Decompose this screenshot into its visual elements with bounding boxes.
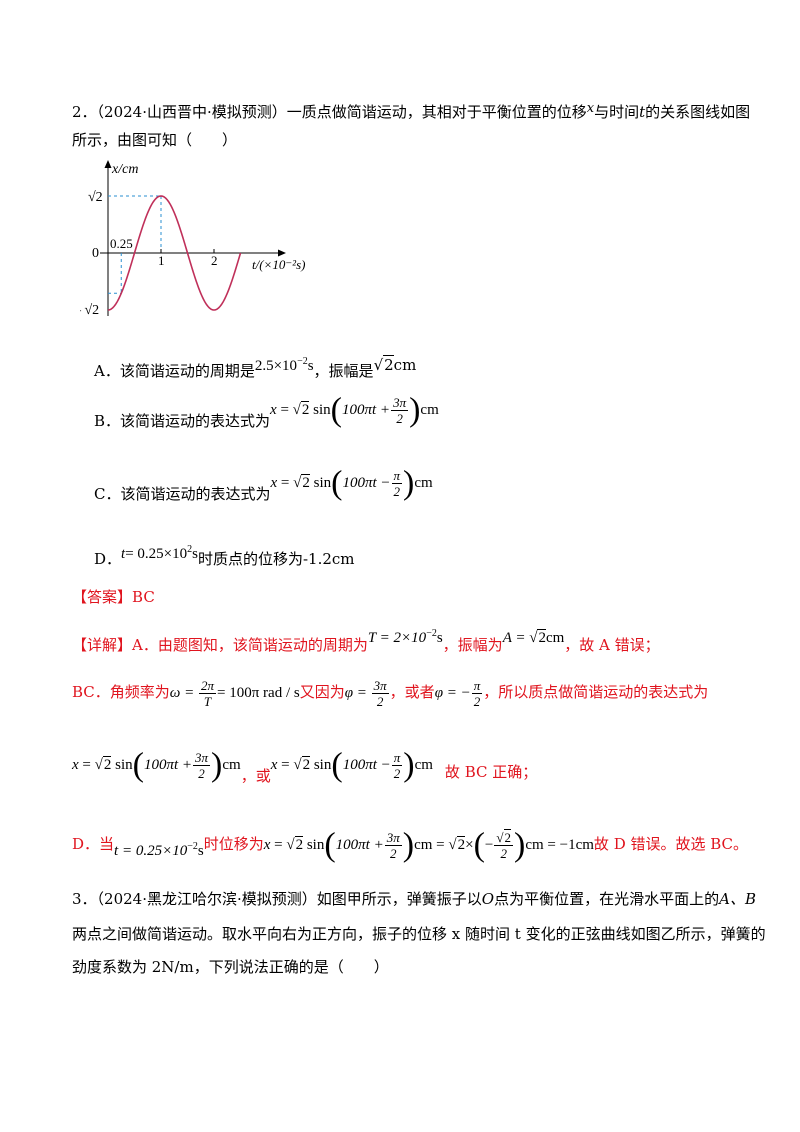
y-axis-label: x/cm (111, 162, 138, 177)
option-d-tail: 时质点的位移为-1.2cm (197, 550, 355, 568)
analysis-expressions: x = √2 sin(100πt +3π 2)cm，或x = √2 sin(100… (72, 746, 538, 786)
analysis-bc-tail: ，所以质点做简谐运动的表达式为 (483, 682, 709, 701)
omega-expression: ω = 2π T = 100π rad / s (169, 678, 300, 709)
phi-expression: φ = 3π 2 (344, 678, 389, 709)
analysis-a-text: A．由题图知，该简谐运动的周期为 (132, 636, 368, 654)
analysis-d-mid: 时位移为 (203, 834, 264, 853)
y-tick-sqrt2: √2 (88, 190, 103, 205)
question-text: 如图甲所示，弹簧振子以 (316, 890, 482, 908)
expression-minus: x = √2 sin(100πt − π 2)cm (270, 746, 433, 784)
option-d: D．t= 0.25×102s时质点的位移为-1.2cm (94, 540, 355, 569)
option-c-label: C．该简谐运动的表达式为 (94, 484, 271, 503)
question-text: 与时间 (594, 103, 640, 121)
question-2-line-2: 所示，由图可知（ ） (72, 131, 238, 149)
answer-label: 【答案】 (72, 588, 133, 606)
option-a-mid: ，振幅是 (313, 362, 374, 380)
question-source: （2024·黑龙江哈尔滨·模拟预测） (96, 890, 317, 908)
analysis-period: T = 2×10−2s (367, 628, 443, 646)
x-tick-0-25: 0.25 (110, 236, 133, 251)
question-3-line-3: 劲度系数为 2N/m，下列说法正确的是（ ） (72, 958, 389, 976)
option-a-amplitude: √2cm (373, 355, 417, 374)
points-ab: A、B (719, 890, 756, 908)
question-number: 2． (72, 103, 97, 121)
displacement-time-graph: 0.25 1 2 x/cm t/(×10⁻²s) √2 0 – √2 (80, 160, 305, 318)
y-tick-neg-sqrt2: – √2 (80, 303, 99, 318)
analysis-because: 又因为 (299, 682, 345, 701)
analysis-bc-text: BC．角频率为 (72, 682, 170, 701)
question-3-line-1: 3．（2024·黑龙江哈尔滨·模拟预测）如图甲所示，弹簧振子以O点为平衡位置，在… (72, 889, 756, 909)
analysis-d-tail: 故 D 错误。故选 BC。 (593, 834, 749, 853)
question-3-line-2: 两点之间做简谐运动。取水平向右为正方向，振子的位移 x 随时间 t 变化的正弦曲… (72, 925, 766, 943)
answer-value: BC (132, 588, 155, 606)
point-o: O (481, 890, 495, 908)
answer-line: 【答案】BC (72, 587, 155, 607)
analysis-or2: ，或 (240, 766, 271, 785)
analysis-or: ，或者 (389, 682, 435, 701)
analysis-label: 【详解】 (72, 636, 133, 654)
analysis-d-calc: x = √2 sin(100πt +3π 2)cm = √2×(− √2 2)cm =… (263, 826, 594, 864)
question-source: （2024·山西晋中·模拟预测） (96, 103, 287, 121)
var-t: t (639, 103, 646, 121)
option-b-label: B．该简谐运动的表达式为 (94, 411, 271, 430)
option-c-expression: x = √2 sin(100πt − π 2)cm (270, 464, 433, 502)
option-c: C．该简谐运动的表达式为x = √2 sin(100πt − π 2)cm (94, 464, 433, 504)
x-axis-arrow (278, 249, 286, 257)
y-axis-arrow (104, 160, 112, 168)
analysis-d: D．当t = 0.25×10−2s时位移为x = √2 sin(100πt +3… (72, 826, 749, 864)
option-d-time: t= 0.25×102s (121, 544, 198, 562)
option-d-label: D． (94, 550, 122, 568)
question-text: 点为平衡位置，在光滑水平面上的 (494, 890, 720, 908)
dashed-guides (108, 195, 162, 294)
analysis-bc: BC．角频率为ω = 2π T = 100π rad / s又因为φ = 3π 2 ，或… (72, 678, 708, 709)
option-a-label: A．该简谐运动的周期是 (94, 362, 255, 380)
option-a-period: 2.5×10−2s (254, 356, 314, 374)
option-b: B．该简谐运动的表达式为x = √2 sin(100πt +3π 2)cm (94, 391, 439, 431)
y-tick-0: 0 (92, 246, 99, 261)
var-x: x (586, 101, 595, 116)
expression-plus: x = √2 sin(100πt +3π 2)cm (72, 746, 241, 784)
analysis-correct: 故 BC 正确； (444, 762, 538, 781)
option-a: A．该简谐运动的周期是2.5×10−2s，振幅是√2cm (94, 352, 416, 381)
sine-curve (107, 195, 242, 311)
question-text: 一质点做简谐运动，其相对于平衡位置的位移 (286, 103, 587, 121)
option-b-expression: x = √2 sin(100πt +3π 2)cm (270, 391, 439, 429)
question-text: 的关系图线如图 (645, 103, 751, 121)
x-axis-label: t/(×10⁻²s) (252, 257, 305, 272)
analysis-d-text: D．当 (72, 834, 115, 853)
analysis-d-time: t = 0.25×10−2s (114, 840, 204, 859)
question-number: 3． (72, 890, 97, 908)
analysis-a-tail: ，故 A 错误； (564, 636, 660, 654)
question-2-line-1: 2．（2024·山西晋中·模拟预测）一质点做简谐运动，其相对于平衡位置的位移x与… (72, 99, 750, 122)
analysis-a: 【详解】A．由题图知，该简谐运动的周期为T = 2×10−2s，振幅为A = √… (72, 624, 660, 655)
x-tick-2: 2 (211, 253, 218, 268)
x-tick-1: 1 (158, 253, 165, 268)
analysis-amplitude: A = √2cm (502, 629, 565, 646)
analysis-a-mid: ，振幅为 (442, 636, 503, 654)
phi-neg-expression: φ = − π 2 (434, 678, 483, 709)
axis-ticks: 0.25 1 2 (110, 236, 218, 268)
